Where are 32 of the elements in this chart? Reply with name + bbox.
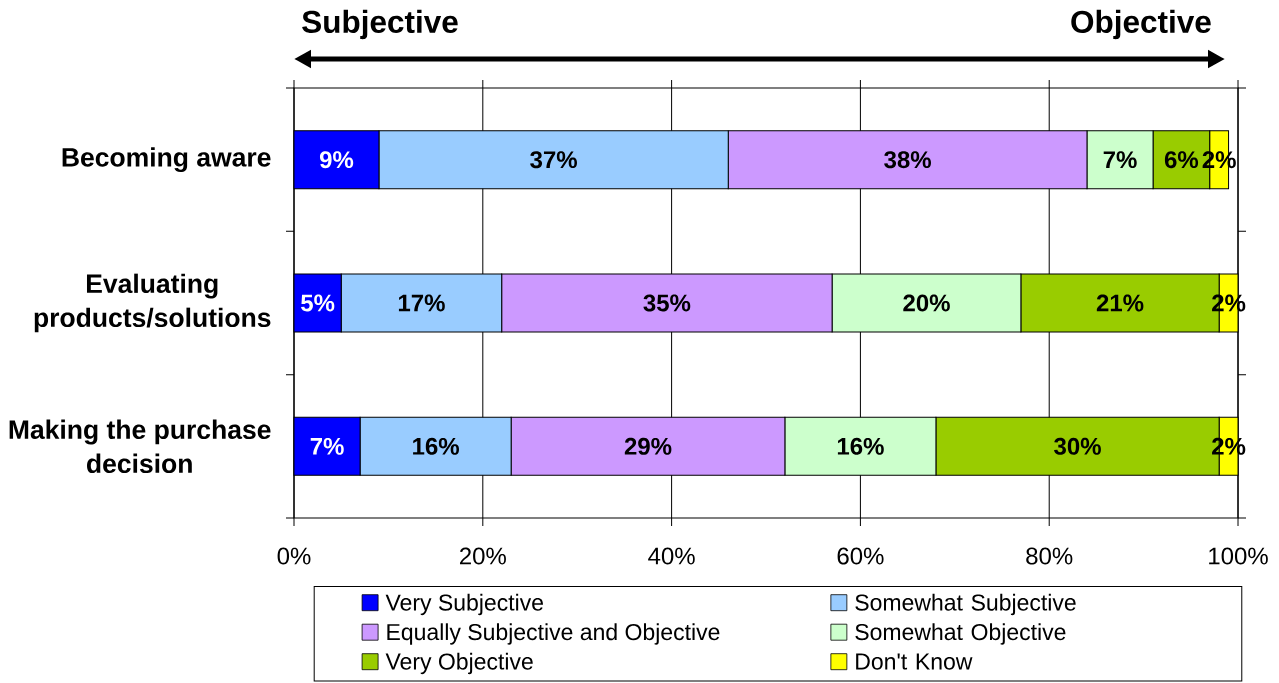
x-tick-label: 100% <box>1209 547 1268 565</box>
y-tick-label: Evaluating products/solutions <box>34 273 271 333</box>
y-tick-label: Becoming aware <box>62 147 271 173</box>
data-label: 6% <box>1164 151 1199 169</box>
data-label: 38% <box>884 151 931 169</box>
x-tick-label: 20% <box>459 547 506 565</box>
x-tick-label: 60% <box>837 547 884 565</box>
legend-label: Very Subjective <box>385 593 543 616</box>
data-label: 17% <box>398 294 445 312</box>
data-label: 35% <box>643 294 691 312</box>
data-label: 30% <box>1054 437 1101 455</box>
text: Objective <box>1071 9 1211 40</box>
x-tick-label: 40% <box>648 547 695 565</box>
data-label: 5% <box>301 294 335 312</box>
data-label: 7% <box>1103 151 1137 169</box>
data-label: 37% <box>530 151 577 169</box>
text: Subjective <box>302 9 458 40</box>
data-label: 9% <box>319 151 354 169</box>
legend-label: Somewhat Subjective <box>855 593 1076 616</box>
data-label: 20% <box>903 294 950 312</box>
data-label: 29% <box>624 437 672 455</box>
data-label: 21% <box>1096 294 1144 312</box>
legend-label: Don't Know <box>856 653 973 670</box>
data-label: 16% <box>837 437 884 455</box>
data-label: 7% <box>310 437 344 455</box>
data-label: 16% <box>413 437 459 455</box>
legend-label: Somewhat Objective <box>855 623 1066 645</box>
legend-label: Equally Subjective and Objective <box>387 623 720 645</box>
legend-label: Very Objective <box>385 652 533 675</box>
x-tick-label: 0% <box>277 547 311 565</box>
y-tick-label: Making the purchase decision <box>9 419 271 474</box>
x-tick-label: 80% <box>1026 547 1073 565</box>
